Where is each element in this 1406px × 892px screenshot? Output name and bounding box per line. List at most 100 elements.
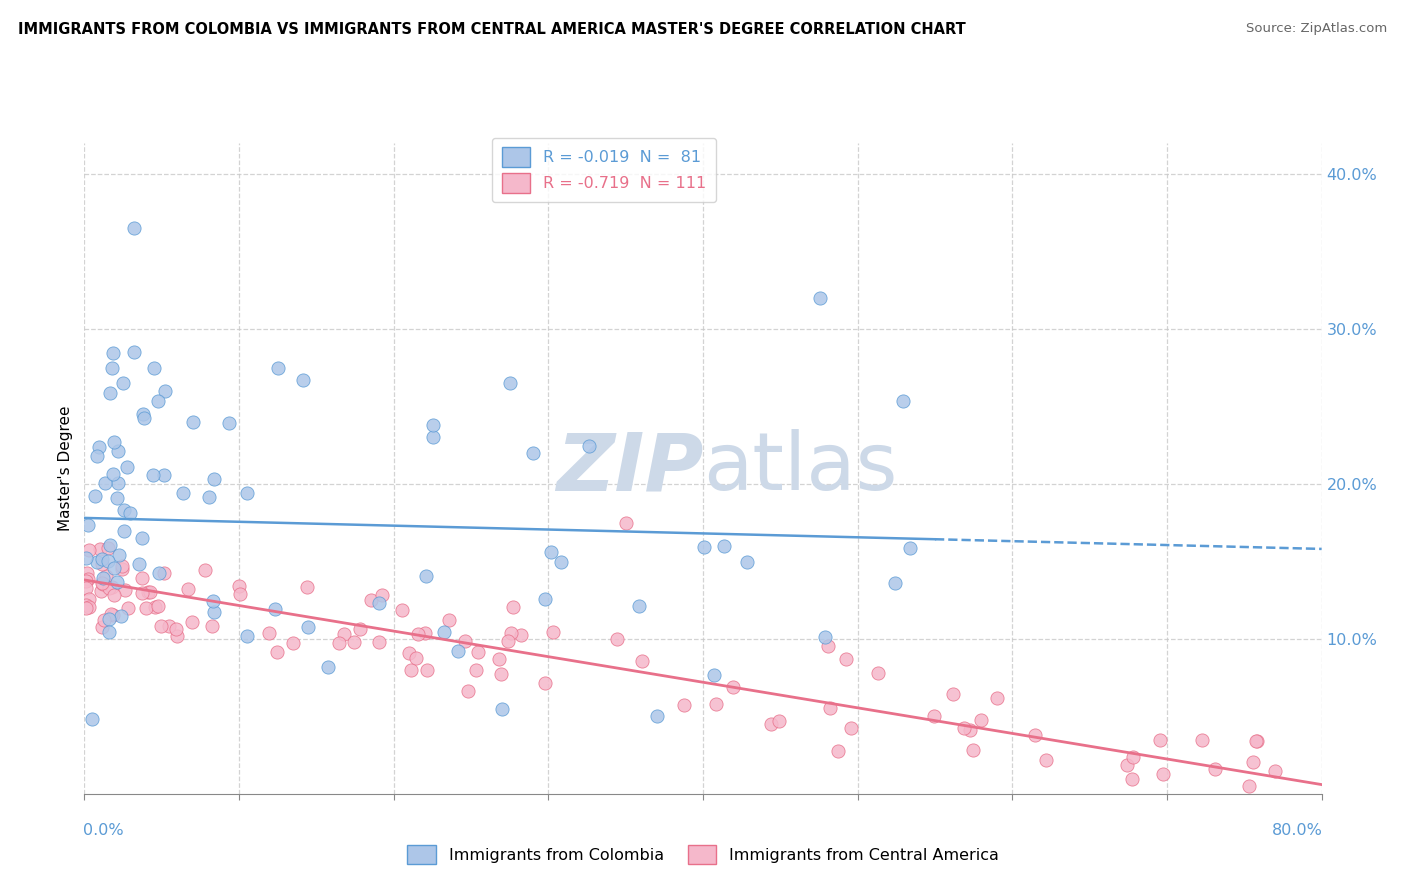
Point bbox=[721, 681, 744, 695]
Text: IMMIGRANTS FROM COLOMBIA VS IMMIGRANTS FROM CENTRAL AMERICA MASTER'S DEGREE CORR: IMMIGRANTS FROM COLOMBIA VS IMMIGRANTS F… bbox=[18, 22, 966, 37]
Point bbox=[135, 601, 157, 615]
Point bbox=[768, 714, 790, 728]
Point bbox=[614, 516, 637, 530]
Point bbox=[898, 541, 921, 556]
Point bbox=[157, 619, 180, 633]
Text: Source: ZipAtlas.com: Source: ZipAtlas.com bbox=[1247, 22, 1388, 36]
Point bbox=[103, 608, 125, 623]
Point bbox=[1116, 757, 1139, 772]
Point bbox=[101, 580, 124, 594]
Point bbox=[817, 639, 839, 653]
Point bbox=[136, 585, 159, 599]
Point bbox=[111, 562, 134, 576]
Point bbox=[120, 506, 142, 520]
Point bbox=[533, 591, 555, 606]
Y-axis label: Master's Degree: Master's Degree bbox=[58, 406, 73, 531]
Point bbox=[77, 599, 100, 614]
Point bbox=[228, 587, 250, 601]
Point bbox=[333, 627, 356, 641]
Point bbox=[457, 684, 479, 698]
Point bbox=[672, 698, 695, 713]
Point bbox=[433, 625, 456, 640]
Point bbox=[107, 444, 129, 458]
Point bbox=[439, 613, 461, 627]
Point bbox=[202, 605, 225, 619]
Point bbox=[152, 566, 174, 580]
Point bbox=[91, 575, 114, 590]
Legend: R = -0.019  N =  81, R = -0.719  N = 111: R = -0.019 N = 81, R = -0.719 N = 111 bbox=[492, 137, 716, 202]
Point bbox=[90, 620, 112, 634]
Point bbox=[181, 615, 204, 629]
Point bbox=[100, 607, 122, 621]
Point bbox=[543, 625, 565, 640]
Point bbox=[75, 599, 97, 613]
Point bbox=[150, 619, 173, 633]
Point bbox=[488, 652, 510, 666]
Point bbox=[103, 345, 125, 359]
Point bbox=[292, 373, 315, 387]
Point bbox=[693, 540, 716, 554]
Point bbox=[91, 571, 114, 585]
Point bbox=[1121, 772, 1143, 786]
Point bbox=[703, 667, 725, 681]
Point bbox=[827, 744, 849, 758]
Point bbox=[405, 650, 427, 665]
Point bbox=[97, 541, 120, 555]
Point bbox=[131, 571, 153, 585]
Point bbox=[90, 552, 112, 566]
Point bbox=[534, 676, 557, 690]
Point bbox=[105, 491, 128, 506]
Point bbox=[143, 599, 166, 614]
Point bbox=[97, 581, 120, 595]
Point bbox=[578, 439, 600, 453]
Point bbox=[228, 579, 250, 593]
Point bbox=[759, 716, 782, 731]
Point bbox=[103, 588, 125, 602]
Point bbox=[1204, 762, 1226, 776]
Point bbox=[77, 591, 100, 606]
Point bbox=[111, 558, 134, 573]
Point bbox=[415, 663, 437, 677]
Point bbox=[1122, 749, 1144, 764]
Point bbox=[986, 690, 1008, 705]
Point bbox=[1264, 764, 1286, 778]
Point bbox=[93, 613, 115, 627]
Point bbox=[112, 524, 135, 538]
Text: 80.0%: 80.0% bbox=[1272, 823, 1323, 838]
Point bbox=[86, 555, 108, 569]
Point bbox=[491, 667, 513, 681]
Point bbox=[235, 485, 257, 500]
Point bbox=[501, 626, 523, 640]
Point bbox=[98, 612, 121, 626]
Point bbox=[509, 628, 531, 642]
Point bbox=[1035, 753, 1057, 767]
Point bbox=[1246, 734, 1268, 748]
Point bbox=[146, 599, 169, 614]
Point bbox=[406, 626, 429, 640]
Point bbox=[645, 709, 668, 723]
Point bbox=[143, 360, 166, 375]
Point bbox=[627, 599, 650, 613]
Point bbox=[165, 622, 187, 636]
Point bbox=[1191, 733, 1213, 747]
Text: 0.0%: 0.0% bbox=[83, 823, 124, 838]
Point bbox=[94, 475, 117, 490]
Legend: Immigrants from Colombia, Immigrants from Central America: Immigrants from Colombia, Immigrants fro… bbox=[401, 838, 1005, 871]
Point bbox=[464, 663, 486, 677]
Point bbox=[112, 376, 135, 390]
Point bbox=[97, 553, 120, 567]
Point bbox=[704, 698, 727, 712]
Point bbox=[818, 700, 841, 714]
Point bbox=[713, 539, 735, 553]
Point bbox=[122, 221, 145, 235]
Point bbox=[128, 557, 150, 571]
Point bbox=[172, 486, 194, 500]
Point bbox=[266, 645, 288, 659]
Point bbox=[181, 415, 204, 429]
Point bbox=[839, 721, 862, 735]
Point bbox=[131, 585, 153, 599]
Point bbox=[96, 569, 118, 583]
Text: atlas: atlas bbox=[703, 429, 897, 508]
Point bbox=[153, 384, 176, 398]
Point bbox=[132, 407, 155, 421]
